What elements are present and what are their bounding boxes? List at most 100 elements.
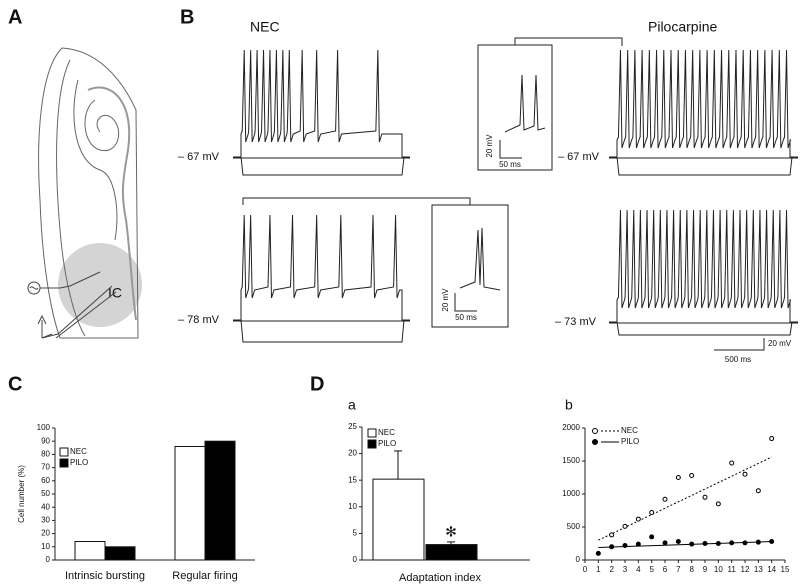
- y-tick-label: 1500: [562, 456, 580, 465]
- x-tick-label: 14: [767, 565, 776, 574]
- scale-label: 500 ms: [725, 355, 751, 364]
- bar: [104, 546, 136, 561]
- legend-label: PILO: [378, 439, 396, 448]
- point: [662, 540, 668, 546]
- trace: [616, 321, 793, 336]
- panel-label: C: [8, 373, 22, 395]
- x-tick-label: 6: [663, 565, 668, 574]
- bar: [74, 541, 106, 561]
- point: [609, 544, 615, 550]
- y-tick-label: 10: [41, 542, 50, 551]
- bar: [372, 478, 425, 561]
- x-tick-label: 0: [583, 565, 588, 574]
- legend-marker: [592, 439, 598, 445]
- y-tick-label: 90: [41, 436, 50, 445]
- annotation: ✻: [445, 524, 457, 540]
- y-tick-label: 0: [353, 555, 358, 564]
- x-tick-label: 10: [714, 565, 723, 574]
- point: [622, 523, 628, 529]
- point: [742, 540, 748, 546]
- point: [769, 436, 775, 442]
- y-tick-label: 0: [576, 555, 581, 564]
- x-tick-label: Intrinsic bursting: [65, 570, 145, 582]
- panel-sublabel: b: [565, 397, 573, 413]
- point: [675, 539, 681, 545]
- inset-frames: [242, 37, 765, 351]
- y-tick-label: 5: [353, 529, 358, 538]
- point: [769, 539, 775, 545]
- trace: [240, 156, 405, 176]
- point: [755, 488, 761, 494]
- y-tick-label: 80: [41, 450, 50, 459]
- y-tick-label: 1000: [562, 489, 580, 498]
- y-tick-label: 15: [348, 475, 357, 484]
- y-tick-label: 40: [41, 502, 50, 511]
- scale-label: 50 ms: [455, 313, 477, 322]
- trace: [616, 156, 793, 176]
- scale-label: 50 ms: [499, 160, 521, 169]
- legend-label: PILO: [621, 437, 639, 446]
- voltage-label: – 67 mV: [558, 151, 600, 163]
- trace: [240, 319, 405, 343]
- x-tick-label: 9: [703, 565, 708, 574]
- legend-swatch: [367, 428, 377, 438]
- point: [635, 541, 641, 547]
- trace: [459, 227, 501, 291]
- point: [715, 501, 721, 507]
- point: [649, 509, 655, 515]
- voltage-label: – 78 mV: [178, 314, 220, 326]
- trace: [504, 74, 546, 133]
- scale-label: 20 mV: [441, 288, 450, 312]
- point: [689, 473, 695, 479]
- x-tick-label: Regular firing: [172, 570, 237, 582]
- group-label: NEC: [250, 19, 280, 35]
- trace: [609, 209, 798, 323]
- x-tick-label: 1: [596, 565, 601, 574]
- y-tick-label: 60: [41, 476, 50, 485]
- scale-label: 20 mV: [485, 134, 494, 158]
- y-tick-label: 30: [41, 516, 50, 525]
- group-label: Pilocarpine: [648, 19, 717, 35]
- x-tick-label: 11: [728, 565, 737, 574]
- point: [622, 542, 628, 548]
- point: [742, 471, 748, 477]
- x-tick-label: 12: [741, 565, 750, 574]
- scale-label: 20 mV: [768, 339, 792, 348]
- legend-swatch: [59, 458, 69, 468]
- y-tick-label: 50: [41, 489, 50, 498]
- legend-swatch: [367, 439, 377, 449]
- point: [715, 541, 721, 546]
- trace: [233, 214, 410, 321]
- legend-swatch: [59, 447, 69, 457]
- legend-marker: [592, 428, 598, 434]
- x-tick-label: 4: [636, 565, 641, 574]
- point: [729, 460, 735, 466]
- voltage-label: – 67 mV: [178, 151, 220, 163]
- point: [649, 534, 655, 540]
- bar: [425, 544, 478, 561]
- y-tick-label: 20: [41, 529, 50, 538]
- y-axis-label: Cell number (%): [17, 465, 26, 523]
- panel-sublabel: a: [348, 397, 356, 413]
- point: [702, 494, 708, 500]
- x-tick-label: 15: [781, 565, 790, 574]
- trace: [609, 49, 798, 158]
- y-tick-label: 10: [348, 502, 357, 511]
- bar: [174, 445, 206, 561]
- point: [702, 541, 708, 546]
- x-tick-label: 2: [609, 565, 614, 574]
- y-tick-label: 0: [46, 555, 51, 564]
- x-tick-label: 5: [649, 565, 654, 574]
- y-tick-label: 25: [348, 422, 357, 431]
- panel-label: A: [8, 6, 22, 28]
- electrodes: [27, 271, 117, 339]
- legend-label: NEC: [621, 426, 638, 435]
- point: [689, 541, 695, 547]
- x-tick-label: 3: [623, 565, 628, 574]
- y-tick-label: 70: [41, 463, 50, 472]
- point: [662, 496, 668, 502]
- y-tick-label: 100: [37, 423, 51, 432]
- hippocampus-drawing: [38, 47, 142, 339]
- panel-label: B: [180, 6, 194, 28]
